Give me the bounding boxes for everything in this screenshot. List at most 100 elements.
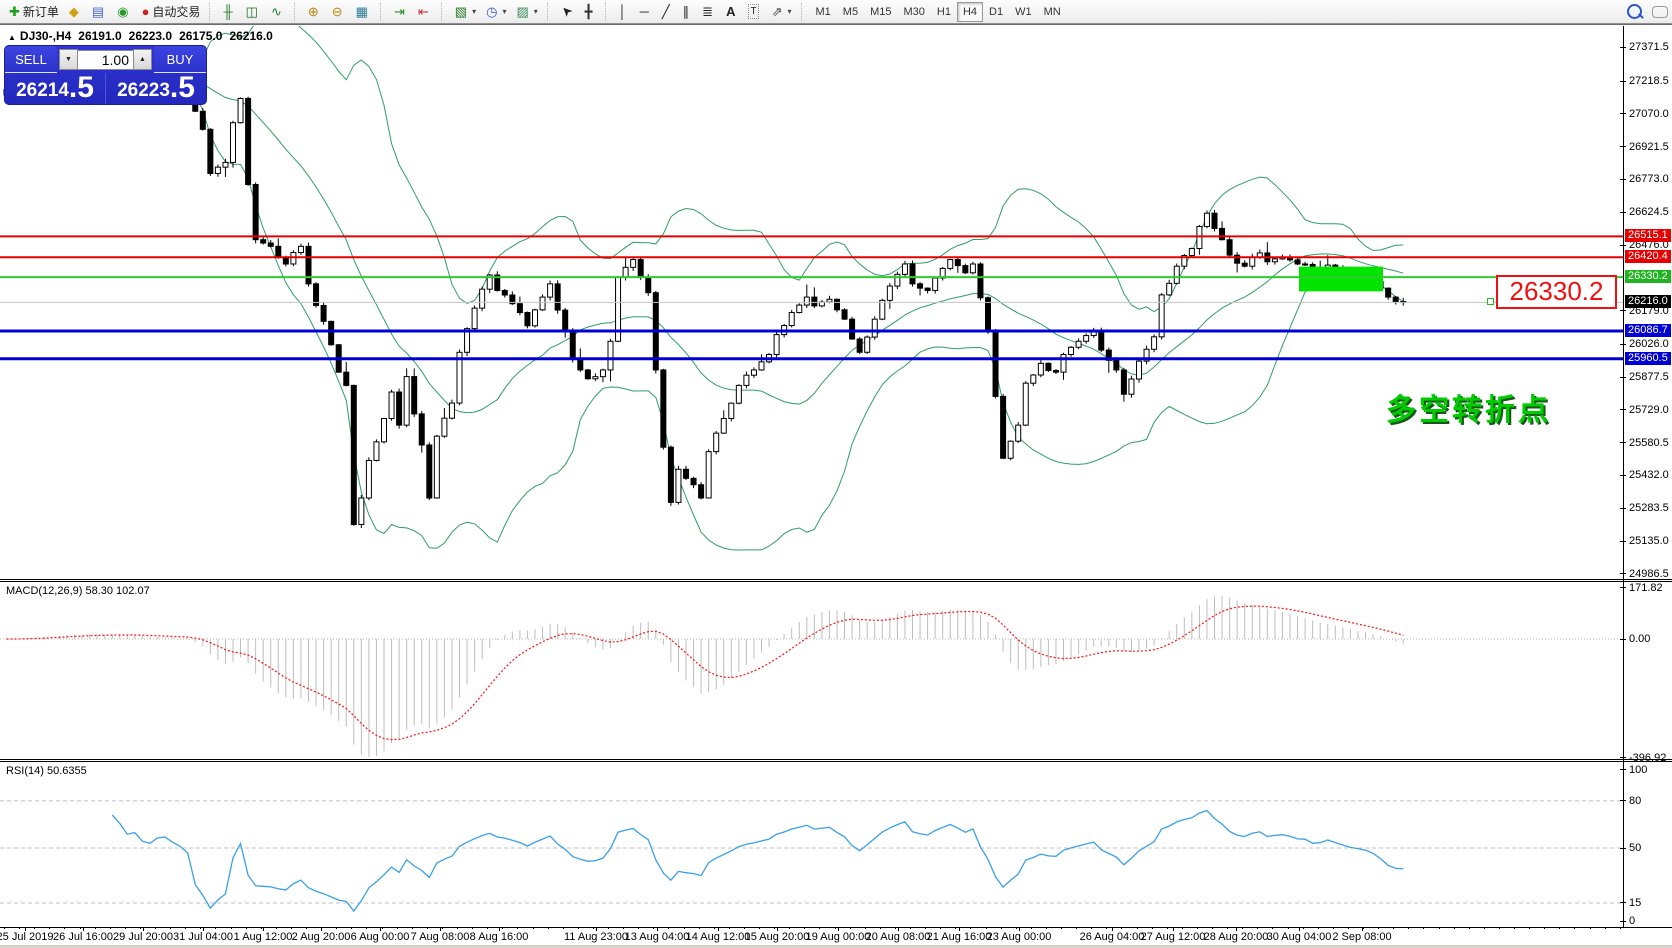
rsi-line [111, 809, 1404, 913]
time-tick [380, 927, 381, 931]
channel-button[interactable]: ∥ [678, 1, 698, 23]
data-window-button[interactable]: ▤ [87, 1, 112, 23]
collapse-marker-icon[interactable]: ▲ [8, 33, 16, 42]
text-label-button[interactable]: T [743, 1, 766, 23]
one-click-trading-panel: SELL ▼ 1.00 ▲ BUY 26214.5 26223.5 [4, 45, 207, 105]
timeframe-M15[interactable]: M15 [870, 5, 892, 18]
timeframe-D1[interactable]: D1 [989, 5, 1004, 18]
navigator-button[interactable]: ◉ [112, 1, 136, 23]
time-label: 26 Jul 16:00 [53, 931, 113, 943]
time-minor-tick [1030, 927, 1032, 929]
rsi-tick-label: 0 [1629, 915, 1636, 927]
vertical-line-button[interactable]: │ [614, 1, 635, 23]
time-minor-tick [910, 927, 911, 929]
timeframe-W1[interactable]: W1 [1015, 5, 1032, 18]
pane-separator[interactable] [0, 581, 1672, 582]
time-minor-tick [1227, 927, 1229, 929]
crosshair-button[interactable]: ╋ [580, 1, 601, 23]
periods-dropdown[interactable]: ◷ ▾ [481, 1, 511, 23]
bollinger-upper-band [149, 26, 1404, 313]
pane-separator[interactable] [0, 761, 1672, 762]
auto-scroll-button[interactable]: ⇥ [389, 1, 413, 23]
price-tick-label: 25729.0 [1629, 403, 1669, 416]
time-tick [1019, 927, 1020, 931]
price-chart-canvas[interactable] [0, 26, 1623, 579]
time-label: 2 Sep 08:00 [1332, 931, 1392, 943]
time-minor-tick [487, 927, 489, 929]
time-tick [777, 927, 778, 931]
pane-separator[interactable] [0, 759, 1672, 760]
price-tick-dash [1620, 178, 1626, 180]
text-button[interactable]: A [721, 1, 743, 23]
chevron-down-icon: ▾ [502, 7, 507, 16]
time-minor-tick [894, 927, 896, 929]
ohlc-high: 26223.0 [128, 29, 173, 43]
candlestick-button[interactable]: ◫ [241, 1, 266, 23]
new-order-button[interactable]: ✚ 新订单 [4, 1, 64, 23]
zoom-out-button[interactable]: ⊖ [327, 1, 351, 23]
time-minor-tick [1468, 927, 1470, 929]
time-minor-tick [215, 927, 217, 929]
sell-price[interactable]: 26214.5 [5, 73, 105, 104]
time-label: 11 Aug 23:00 [563, 931, 629, 943]
auto-trading-button[interactable]: ● 自动交易 [137, 1, 206, 23]
time-minor-tick [547, 927, 549, 929]
time-minor-tick [1045, 927, 1047, 929]
price-tick-dash [1620, 573, 1626, 575]
volume-decrease-button[interactable]: ▼ [59, 49, 78, 70]
templates-dropdown[interactable]: ▨ ▾ [511, 1, 542, 23]
macd-pane-canvas[interactable] [0, 582, 1623, 759]
time-tick [143, 927, 144, 931]
price-tick-dash [1620, 442, 1626, 444]
rsi-tick-dash [1620, 902, 1626, 904]
horizontal-line-button[interactable]: ─ [635, 1, 657, 23]
chat-icon[interactable] [1652, 5, 1668, 18]
trendline-icon: ╱ [661, 4, 670, 19]
time-minor-tick [1559, 927, 1561, 929]
search-icon[interactable] [1627, 4, 1642, 19]
volume-increase-button[interactable]: ▲ [133, 49, 152, 70]
data-window-icon: ▤ [91, 4, 105, 19]
time-minor-tick [457, 927, 458, 929]
time-tick [838, 927, 839, 931]
time-minor-tick [381, 927, 383, 929]
fibonacci-button[interactable]: ≣ [697, 1, 721, 23]
time-minor-tick [1121, 927, 1123, 929]
timeframe-MN[interactable]: MN [1043, 5, 1061, 18]
chart-title: ▲ DJ30-,H4 26191.0 26223.0 26175.0 26216.0 [8, 29, 280, 43]
bar-chart-button[interactable]: ╫ [218, 1, 240, 23]
timeframe-switcher: M1 M5 M15 M30 H1 H4 D1 W1 MN [810, 1, 1067, 22]
buy-button[interactable]: BUY [154, 46, 206, 73]
time-minor-tick [985, 927, 987, 929]
line-chart-button[interactable]: ∿ [266, 1, 290, 23]
timeframe-H4[interactable]: H4 [956, 1, 983, 22]
market-watch-button[interactable]: ◆ [64, 1, 87, 23]
tile-windows-button[interactable]: ▦ [351, 1, 376, 23]
trendline-button[interactable]: ╱ [657, 1, 678, 23]
timeframe-H1[interactable]: H1 [936, 5, 951, 18]
pane-separator[interactable] [0, 579, 1672, 580]
new-chart-dropdown[interactable]: ▧ ▾ [450, 1, 481, 23]
time-minor-tick [260, 927, 262, 929]
time-tick [596, 927, 597, 931]
arrows-dropdown[interactable]: ⇗ ▾ [767, 1, 797, 23]
time-label: 8 Aug 16:00 [469, 931, 529, 943]
chart-shift-button[interactable]: ⇤ [413, 1, 437, 23]
time-minor-tick [1423, 927, 1425, 929]
buy-price-main: 26223 [117, 80, 170, 101]
time-minor-tick [517, 927, 519, 929]
zoom-in-button[interactable]: ⊕ [303, 1, 327, 23]
buy-price[interactable]: 26223.5 [105, 73, 206, 104]
sell-button[interactable]: SELL [5, 46, 57, 73]
cursor-button[interactable]: ➤ [556, 1, 580, 23]
volume-input[interactable]: 1.00 [78, 49, 133, 70]
timeframe-M1[interactable]: M1 [815, 5, 831, 18]
timeframe-M30[interactable]: M30 [903, 5, 925, 18]
equidistant-channel-icon: ∥ [682, 4, 690, 19]
bollinger-middle-band [149, 79, 1404, 414]
price-tick-dash [1620, 146, 1626, 148]
rsi-pane-canvas[interactable] [0, 762, 1623, 927]
price-tick-dash [1620, 244, 1626, 246]
timeframe-M5[interactable]: M5 [842, 5, 859, 18]
time-minor-tick [1166, 927, 1168, 929]
